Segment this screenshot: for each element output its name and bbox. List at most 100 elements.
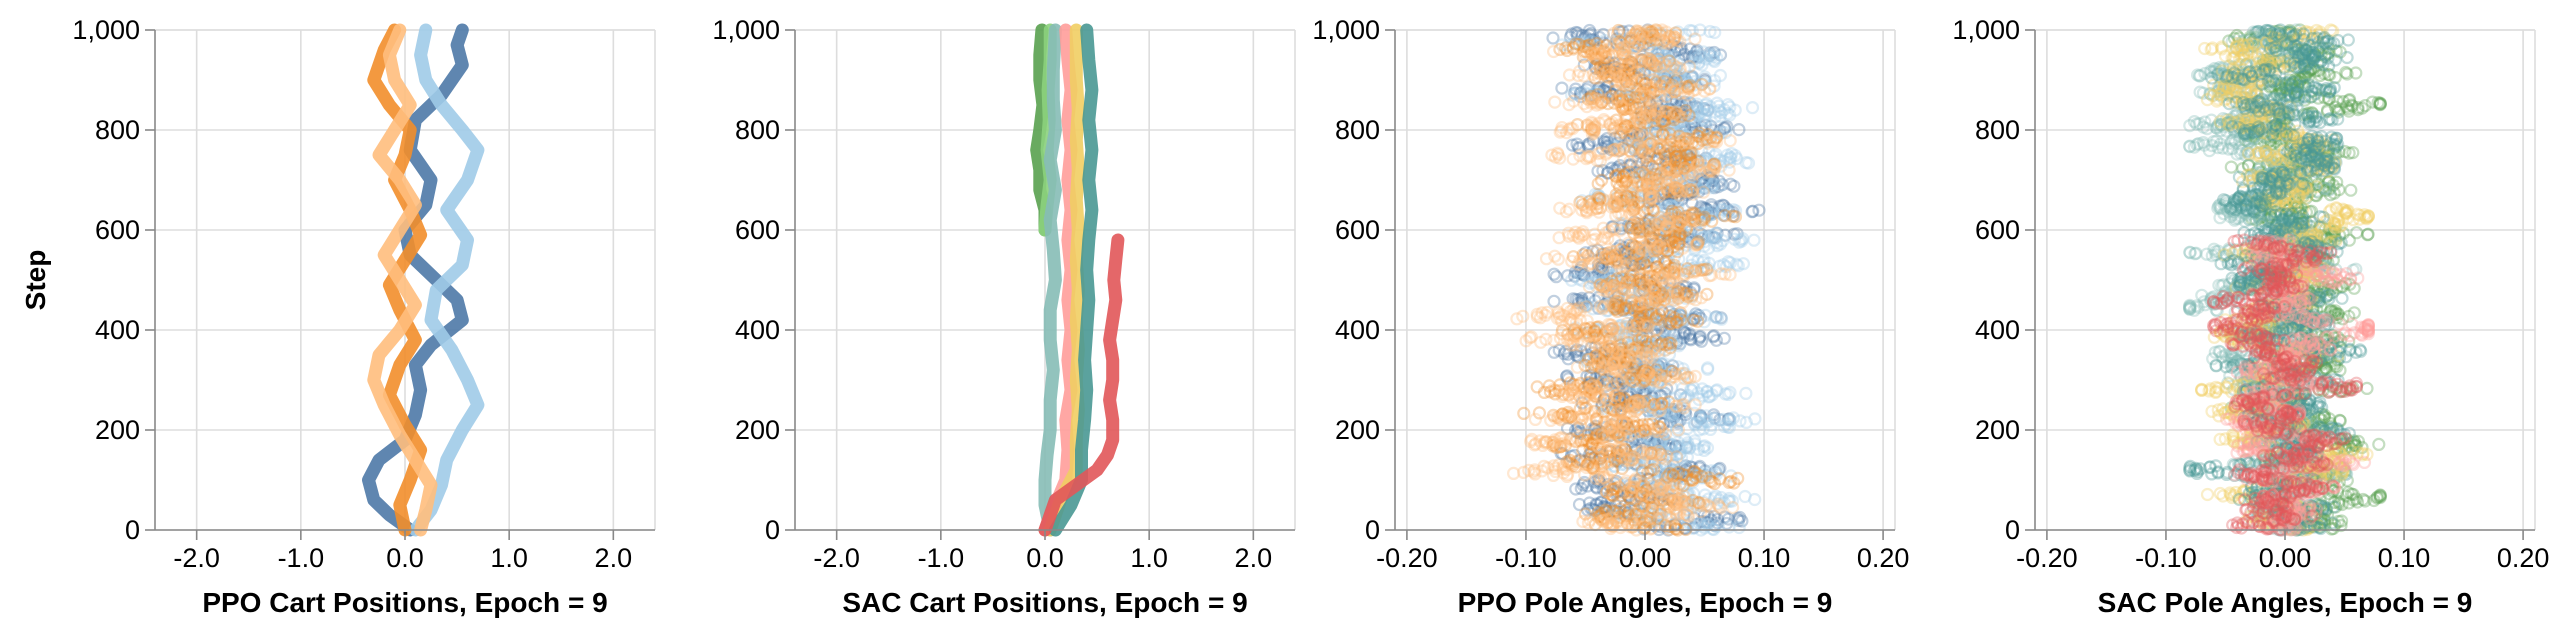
- data-point: [1673, 308, 1687, 322]
- data-point: [1606, 395, 1620, 409]
- data-point: [2360, 381, 2374, 395]
- data-point: [1648, 288, 1662, 302]
- y-tick-label: 0: [765, 515, 780, 545]
- data-point: [1561, 269, 1575, 283]
- data-point: [1637, 455, 1652, 469]
- data-point: [1650, 486, 1664, 500]
- data-point: [1681, 186, 1695, 200]
- data-point: [1658, 470, 1672, 484]
- data-point: [1547, 294, 1561, 308]
- data-point: [1608, 163, 1622, 177]
- data-point: [1635, 430, 1649, 444]
- data-point: [1600, 166, 1615, 180]
- data-point: [1675, 213, 1689, 227]
- data-point: [1653, 236, 1667, 250]
- data-point: [1653, 146, 1667, 160]
- x-tick-label: 2.0: [1235, 543, 1273, 573]
- data-point: [1610, 474, 1624, 489]
- data-point: [1652, 287, 1666, 301]
- x-tick-label: 1.0: [490, 543, 528, 573]
- data-point: [1634, 252, 1649, 266]
- data-point: [1637, 387, 1652, 401]
- data-point: [1611, 455, 1625, 469]
- data-point: [1659, 167, 1673, 181]
- data-point: [1675, 157, 1689, 171]
- data-point: [1582, 448, 1597, 462]
- data-point: [1677, 326, 1692, 340]
- data-point: [1640, 160, 1654, 174]
- data-point: [1626, 323, 1640, 337]
- data-point: [1659, 254, 1673, 268]
- data-point: [1677, 521, 1691, 535]
- data-point: [1723, 177, 1738, 191]
- data-point: [1671, 471, 1685, 485]
- data-point: [1629, 383, 1644, 397]
- data-point: [1721, 412, 1735, 426]
- data-point: [1632, 381, 1647, 395]
- data-point: [1547, 267, 1561, 281]
- data-point: [1641, 430, 1655, 444]
- data-point: [1607, 287, 1621, 301]
- data-point: [1642, 190, 1657, 204]
- data-point: [1628, 456, 1642, 470]
- data-point: [1632, 146, 1647, 160]
- data-point: [1580, 369, 1594, 383]
- data-point: [1655, 279, 1669, 293]
- data-point: [1630, 382, 1644, 396]
- data-point: [1673, 413, 1687, 427]
- data-point: [1646, 193, 1660, 207]
- x-tick-label: -0.20: [1376, 543, 1438, 573]
- data-point: [1669, 309, 1683, 323]
- data-point: [1620, 247, 1634, 261]
- data-point: [1665, 187, 1680, 201]
- data-point: [1720, 202, 1734, 216]
- data-point: [1618, 374, 1632, 388]
- data-point: [1745, 100, 1760, 115]
- y-tick-label: 600: [1335, 215, 1380, 245]
- data-point: [1655, 239, 1669, 253]
- data-point: [1716, 208, 1731, 222]
- data-point: [1701, 208, 1715, 222]
- data-point: [1699, 151, 1713, 165]
- data-point: [1603, 342, 1618, 356]
- data-point: [1659, 155, 1673, 169]
- data-point: [1632, 427, 1646, 441]
- data-point: [1702, 229, 1716, 243]
- data-point: [1702, 177, 1717, 191]
- data-point: [1628, 440, 1643, 454]
- data-point: [1596, 482, 1610, 497]
- data-point: [1710, 512, 1725, 527]
- data-point: [1581, 503, 1595, 517]
- data-point: [1595, 259, 1609, 273]
- data-point: [1707, 411, 1722, 425]
- data-point: [1665, 491, 1679, 506]
- data-point: [1670, 334, 1684, 348]
- data-point: [1629, 356, 1643, 370]
- data-point: [1622, 274, 1637, 288]
- data-point: [1683, 178, 1697, 192]
- data-point: [1708, 231, 1722, 245]
- data-point: [1622, 302, 1636, 316]
- data-point: [1634, 316, 1648, 330]
- data-point: [1582, 496, 1597, 510]
- y-tick-label: 800: [95, 115, 140, 145]
- data-point: [1561, 372, 1575, 386]
- data-point: [1610, 380, 1624, 394]
- data-point: [1557, 347, 1571, 361]
- data-point: [1669, 190, 1683, 204]
- data-point: [1721, 512, 1736, 526]
- data-point: [1592, 476, 1607, 490]
- data-point: [1698, 515, 1713, 529]
- data-point: [1634, 129, 1648, 143]
- data-point: [1700, 169, 1714, 183]
- data-point: [1620, 487, 1635, 502]
- data-point: [1604, 342, 1618, 356]
- data-point: [1669, 439, 1683, 453]
- data-point: [1617, 246, 1631, 260]
- data-point: [1574, 267, 1588, 281]
- data-marks: [1030, 23, 1125, 537]
- series-line-1: [362, 23, 469, 537]
- data-point: [1593, 452, 1607, 466]
- data-point: [1629, 395, 1644, 409]
- data-point: [1641, 305, 1656, 319]
